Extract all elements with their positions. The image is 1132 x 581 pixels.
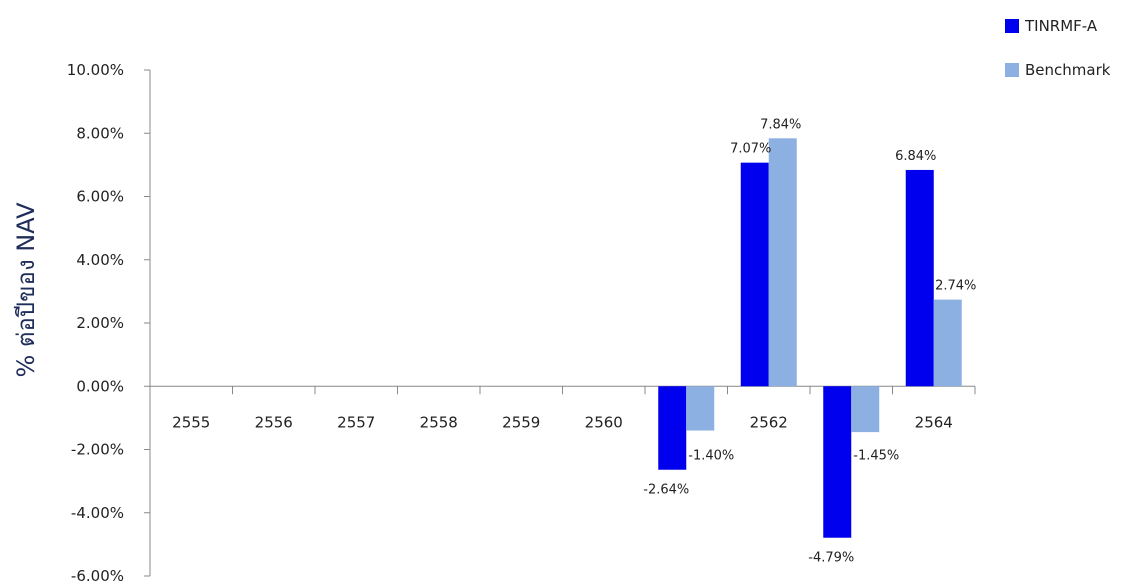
bar-benchmark <box>686 386 715 431</box>
x-tick-label: 2558 <box>420 413 458 431</box>
x-tick-label: 2559 <box>502 413 540 431</box>
bar-tinrmf <box>905 169 934 387</box>
legend-item-benchmark: Benchmark <box>1005 56 1110 84</box>
data-label-benchmark: -1.45% <box>853 448 899 463</box>
y-tick-label: 2.00% <box>76 314 124 332</box>
data-label-tinrmf: 6.84% <box>895 149 936 164</box>
bar-tinrmf <box>823 386 852 538</box>
axes: 10.00% 8.00% 6.00% 4.00% 2.00% 0.00% -2.00% -4.… <box>67 61 976 581</box>
x-tick-label: 2556 <box>255 413 293 431</box>
bars <box>658 138 962 538</box>
bar-benchmark <box>933 299 962 387</box>
y-tick-label: -6.00% <box>71 567 124 581</box>
data-label-tinrmf: -2.64% <box>643 483 689 498</box>
y-tick-label: 8.00% <box>76 124 124 142</box>
legend-swatch-benchmark <box>1005 63 1019 77</box>
legend-swatch-tinrmf <box>1005 19 1019 33</box>
y-tick-label: 10.00% <box>67 61 124 79</box>
y-tick-label: -4.00% <box>71 504 124 522</box>
bar-benchmark <box>851 386 880 433</box>
data-label-tinrmf: -4.79% <box>808 551 854 566</box>
bar-tinrmf <box>740 162 769 387</box>
data-label-benchmark: 7.84% <box>760 117 801 132</box>
y-tick-label: 0.00% <box>76 377 124 395</box>
x-tick-label: 2557 <box>337 413 375 431</box>
legend: TINRMF-A Benchmark <box>1005 12 1110 100</box>
data-labels: -2.64% -1.40% 7.07% 7.84% -4.79% -1.45% 6.84% 2… <box>643 117 976 565</box>
data-label-tinrmf: 7.07% <box>730 142 771 157</box>
y-tick-label: 4.00% <box>76 251 124 269</box>
y-tick-label: 6.00% <box>76 188 124 206</box>
data-label-benchmark: -1.40% <box>688 448 734 463</box>
x-tick-label: 2560 <box>585 413 623 431</box>
bar-benchmark <box>768 138 797 387</box>
legend-label-benchmark: Benchmark <box>1025 61 1111 79</box>
y-tick-label: -2.00% <box>71 441 124 459</box>
data-label-benchmark: 2.74% <box>935 279 976 294</box>
y-axis-label: % ต่อปีของ NAV <box>12 202 40 378</box>
x-tick-label: 2564 <box>915 413 953 431</box>
x-tick-label: 2562 <box>750 413 788 431</box>
legend-label-tinrmf: TINRMF-A <box>1025 17 1098 35</box>
x-tick-label: 2555 <box>172 413 210 431</box>
legend-item-tinrmf: TINRMF-A <box>1005 12 1110 40</box>
bar-tinrmf <box>658 386 687 470</box>
